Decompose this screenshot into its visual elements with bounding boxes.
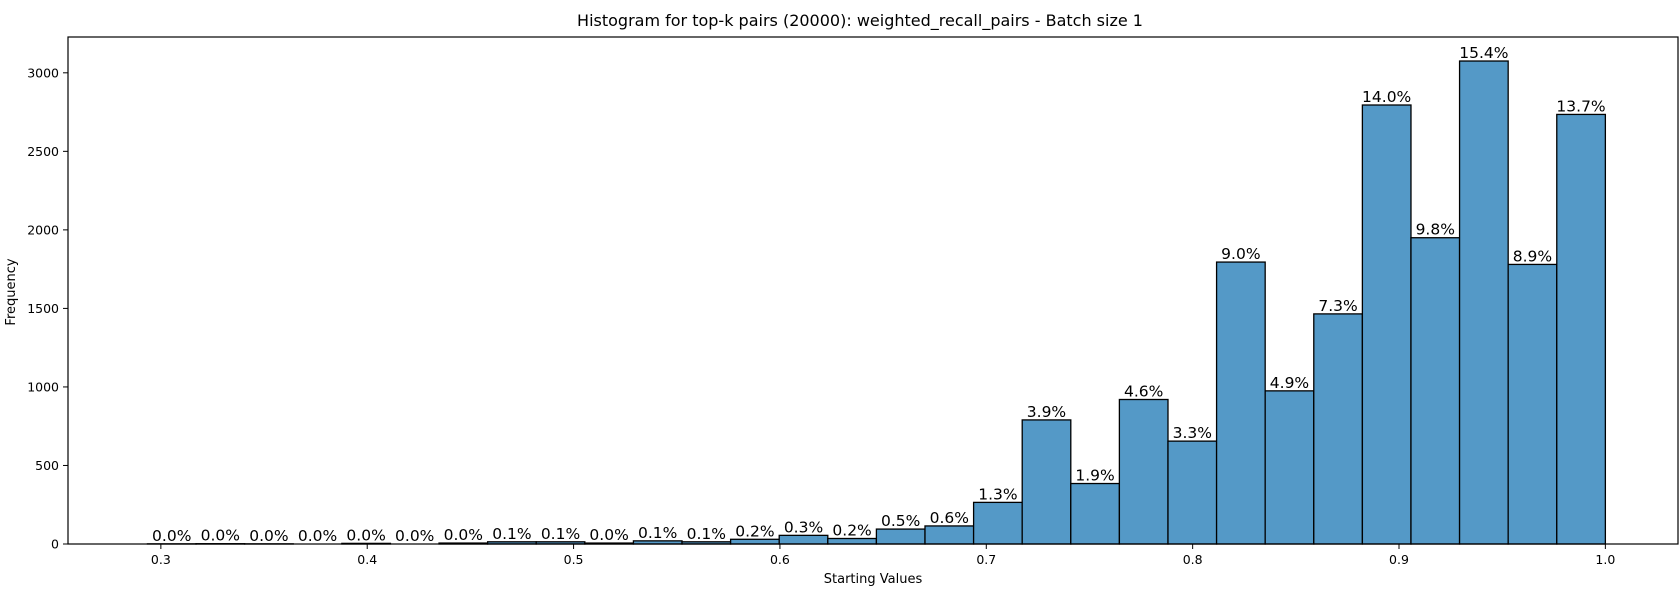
x-axis-label: Starting Values: [824, 572, 923, 587]
plot-frame: [67, 36, 1679, 545]
bar-percentage-label: 3.9%: [1027, 403, 1066, 421]
histogram-bar: [1070, 482, 1121, 545]
x-tick-label: 0.3: [151, 552, 171, 567]
x-tick-label: 0.5: [564, 552, 584, 567]
bar-percentage-label: 0.1%: [492, 525, 531, 543]
bar-percentage-label: 0.0%: [395, 527, 434, 545]
bar-percentage-label: 15.4%: [1459, 44, 1508, 62]
histogram-bar: [1556, 113, 1607, 545]
y-axis-ticks: 0 500 1000 1500 2000 2500 3000: [27, 65, 68, 552]
y-axis-label: Frequency: [4, 258, 19, 325]
bar-percentage-label: 1.3%: [978, 485, 1017, 503]
bar-percentage-label: 0.0%: [589, 526, 628, 544]
bar-percentage-label: 0.0%: [444, 526, 483, 544]
histogram-bar: [1507, 263, 1558, 545]
y-tick-label: 500: [35, 458, 59, 473]
histogram-bar: [1215, 261, 1266, 545]
bar-percentage-label: 1.9%: [1075, 467, 1114, 485]
bar-percentage-label: 0.3%: [784, 518, 823, 536]
bar-percentage-label: 13.7%: [1556, 97, 1605, 115]
bar-percentage-label: 9.8%: [1416, 221, 1455, 239]
bar-percentage-label: 3.3%: [1173, 424, 1212, 442]
bar-percentage-label: 0.2%: [735, 522, 774, 540]
bar-percentage-label: 0.0%: [298, 527, 337, 545]
bar-percentage-label: 0.0%: [201, 527, 240, 545]
bar-percentage-label: 0.0%: [249, 527, 288, 545]
y-tick-label: 2500: [27, 144, 59, 159]
y-tick-label: 3000: [27, 65, 59, 80]
x-axis-ticks: 0.3 0.4 0.5 0.6 0.7 0.8 0.9 1.0: [151, 544, 1615, 567]
bar-percentage-label: 0.0%: [346, 526, 385, 544]
x-tick-label: 0.4: [357, 552, 377, 567]
histogram-bar: [1458, 60, 1509, 545]
histogram-bar: [1410, 237, 1461, 545]
histogram-bar: [924, 525, 975, 545]
histogram-bar: [1361, 104, 1412, 545]
chart-title: Histogram for top-k pairs (20000): weigh…: [577, 11, 1143, 31]
x-tick-label: 0.7: [976, 552, 996, 567]
x-tick-label: 0.9: [1389, 552, 1409, 567]
bar-percentage-label: 7.3%: [1318, 297, 1357, 315]
bar-percentage-label: 9.0%: [1221, 245, 1260, 263]
bar-percentage-label: 0.1%: [687, 525, 726, 543]
bar-labels-group: 0.0% 0.0% 0.0% 0.0% 0.0% 0.0% 0.0% 0.1% 0.1% 0.0%…: [152, 44, 1606, 545]
histogram-bar: [1264, 390, 1315, 545]
y-tick-label: 1500: [27, 301, 59, 316]
bar-percentage-label: 14.0%: [1362, 88, 1411, 106]
bar-percentage-label: 0.1%: [541, 525, 580, 543]
y-tick-label: 1000: [27, 379, 59, 394]
bar-percentage-label: 4.6%: [1124, 383, 1163, 401]
histogram-bar: [1021, 419, 1072, 545]
bar-percentage-label: 4.9%: [1270, 374, 1309, 392]
y-tick-label: 0: [51, 537, 59, 552]
x-tick-label: 0.8: [1183, 552, 1203, 567]
y-tick-label: 2000: [27, 222, 59, 237]
histogram-bar: [972, 501, 1023, 545]
histogram-bar: [1313, 313, 1364, 545]
histogram-bar: [875, 528, 926, 545]
x-tick-label: 0.6: [770, 552, 790, 567]
histogram-bar: [1167, 440, 1218, 545]
bar-percentage-label: 0.6%: [930, 509, 969, 527]
bar-percentage-label: 8.9%: [1513, 247, 1552, 265]
x-tick-label: 1.0: [1595, 552, 1615, 567]
histogram-bar: [778, 534, 829, 545]
bar-percentage-label: 0.2%: [832, 522, 871, 540]
bar-percentage-label: 0.5%: [881, 512, 920, 530]
bars-group: [146, 60, 1607, 545]
histogram-bar: [1118, 398, 1169, 545]
bar-percentage-label: 0.1%: [638, 524, 677, 542]
bar-percentage-label: 0.0%: [152, 527, 191, 545]
